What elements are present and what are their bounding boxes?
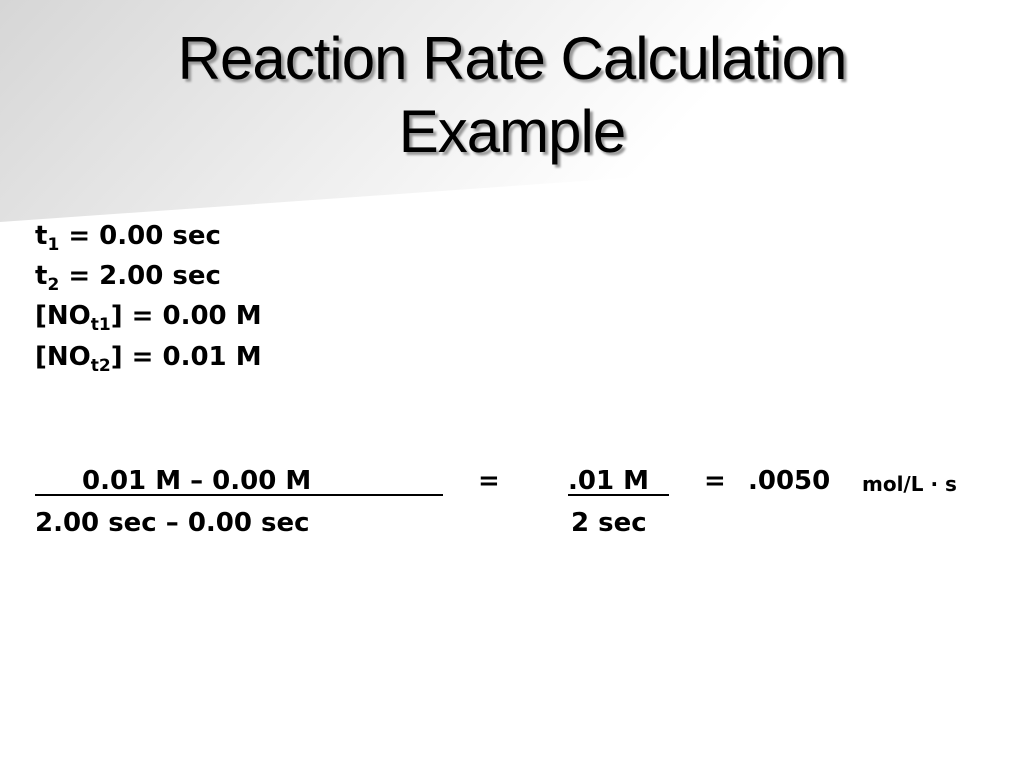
given-base: t <box>35 221 48 251</box>
given-sub: t2 <box>90 356 111 376</box>
equals: = <box>704 466 726 496</box>
fraction-bar <box>568 494 669 496</box>
title-line: Example <box>398 98 626 165</box>
given-rest: = 2.00 sec <box>59 261 221 291</box>
given-base: t <box>35 261 48 291</box>
numerator: 0.01 M – 0.00 M <box>82 466 312 496</box>
given-rest: = 0.00 sec <box>59 221 221 251</box>
given-base: [NO <box>35 342 91 372</box>
background <box>0 0 1024 222</box>
given: t1 = 0.00 sec <box>35 221 221 254</box>
given-sub: t1 <box>90 315 111 335</box>
given-rest: ] = 0.01 M <box>110 342 262 372</box>
equals: = <box>478 466 500 496</box>
fraction-bar <box>35 494 443 496</box>
given-sub: 1 <box>47 235 60 255</box>
result: .0050 <box>748 466 831 496</box>
given-rest: ] = 0.00 M <box>110 301 262 331</box>
given-base: [NO <box>35 301 91 331</box>
given-sub: 2 <box>47 275 60 295</box>
result-unit: mol/L · s <box>862 472 957 496</box>
simplified-denominator: 2 sec <box>571 508 647 538</box>
simplified-numerator: .01 M <box>568 466 649 496</box>
given: [NOt1] = 0.00 M <box>35 301 262 334</box>
given: t2 = 2.00 sec <box>35 261 221 294</box>
denominator: 2.00 sec – 0.00 sec <box>35 508 310 538</box>
given: [NOt2] = 0.01 M <box>35 342 262 375</box>
title-line: Reaction Rate Calculation <box>177 25 848 92</box>
